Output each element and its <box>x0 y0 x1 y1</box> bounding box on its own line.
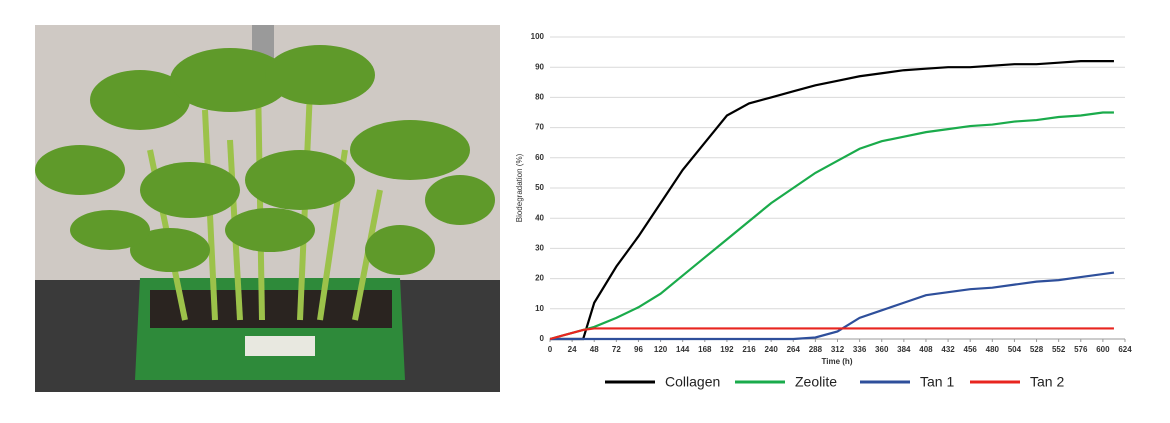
y-tick-label: 70 <box>535 123 544 132</box>
x-tick-label: 336 <box>853 345 867 354</box>
x-tick-label: 360 <box>875 345 889 354</box>
x-tick-label: 528 <box>1030 345 1044 354</box>
soil <box>150 290 392 328</box>
x-axis-label: Time (h) <box>822 357 853 366</box>
x-tick-label: 264 <box>787 345 801 354</box>
x-tick-label: 24 <box>568 345 577 354</box>
x-tick-label: 600 <box>1096 345 1110 354</box>
x-tick-label: 576 <box>1074 345 1088 354</box>
x-tick-label: 312 <box>831 345 845 354</box>
x-tick-label: 120 <box>654 345 668 354</box>
x-tick-label: 624 <box>1118 345 1132 354</box>
x-tick-label: 432 <box>941 345 955 354</box>
x-tick-label: 48 <box>590 345 599 354</box>
y-tick-label: 100 <box>531 32 545 41</box>
plant-photo <box>35 25 500 392</box>
x-tick-label: 0 <box>548 345 553 354</box>
x-tick-label: 456 <box>964 345 978 354</box>
x-tick-label: 552 <box>1052 345 1066 354</box>
legend-label: Tan 1 <box>920 374 954 390</box>
x-tick-label: 288 <box>809 345 823 354</box>
y-tick-label: 50 <box>535 183 544 192</box>
chart: Time (h) Biodegradation (%) 0 10 20 30 40 50 6… <box>515 32 1132 390</box>
x-tick-label: 96 <box>634 345 643 354</box>
y-tick-label: 0 <box>540 334 545 343</box>
legend-label: Tan 2 <box>1030 374 1064 390</box>
label-tag <box>245 336 315 356</box>
y-tick-label: 40 <box>535 213 544 222</box>
x-tick-label: 72 <box>612 345 621 354</box>
data-line <box>549 327 1114 341</box>
y-tick-label: 90 <box>535 62 544 71</box>
data-line <box>550 271 1115 341</box>
x-tick-label: 168 <box>698 345 712 354</box>
y-axis-label: Biodegradation (%) <box>515 153 524 222</box>
y-tick-label: 10 <box>535 304 544 313</box>
legend-label: Zeolite <box>795 374 837 390</box>
x-tick-label: 504 <box>1008 345 1022 354</box>
x-tick-label: 408 <box>919 345 933 354</box>
data-line <box>550 60 1114 341</box>
data-line <box>549 111 1114 341</box>
y-tick-label: 20 <box>535 274 544 283</box>
y-tick-label: 30 <box>535 244 544 253</box>
y-tick-label: 60 <box>535 153 544 162</box>
x-tick-label: 384 <box>897 345 911 354</box>
x-tick-label: 144 <box>676 345 690 354</box>
x-tick-label: 480 <box>986 345 1000 354</box>
leaves <box>35 45 495 275</box>
x-tick-label: 240 <box>764 345 778 354</box>
x-tick-label: 216 <box>742 345 756 354</box>
y-tick-label: 80 <box>535 93 544 102</box>
x-tick-label: 192 <box>720 345 734 354</box>
legend-label: Collagen <box>665 374 720 390</box>
